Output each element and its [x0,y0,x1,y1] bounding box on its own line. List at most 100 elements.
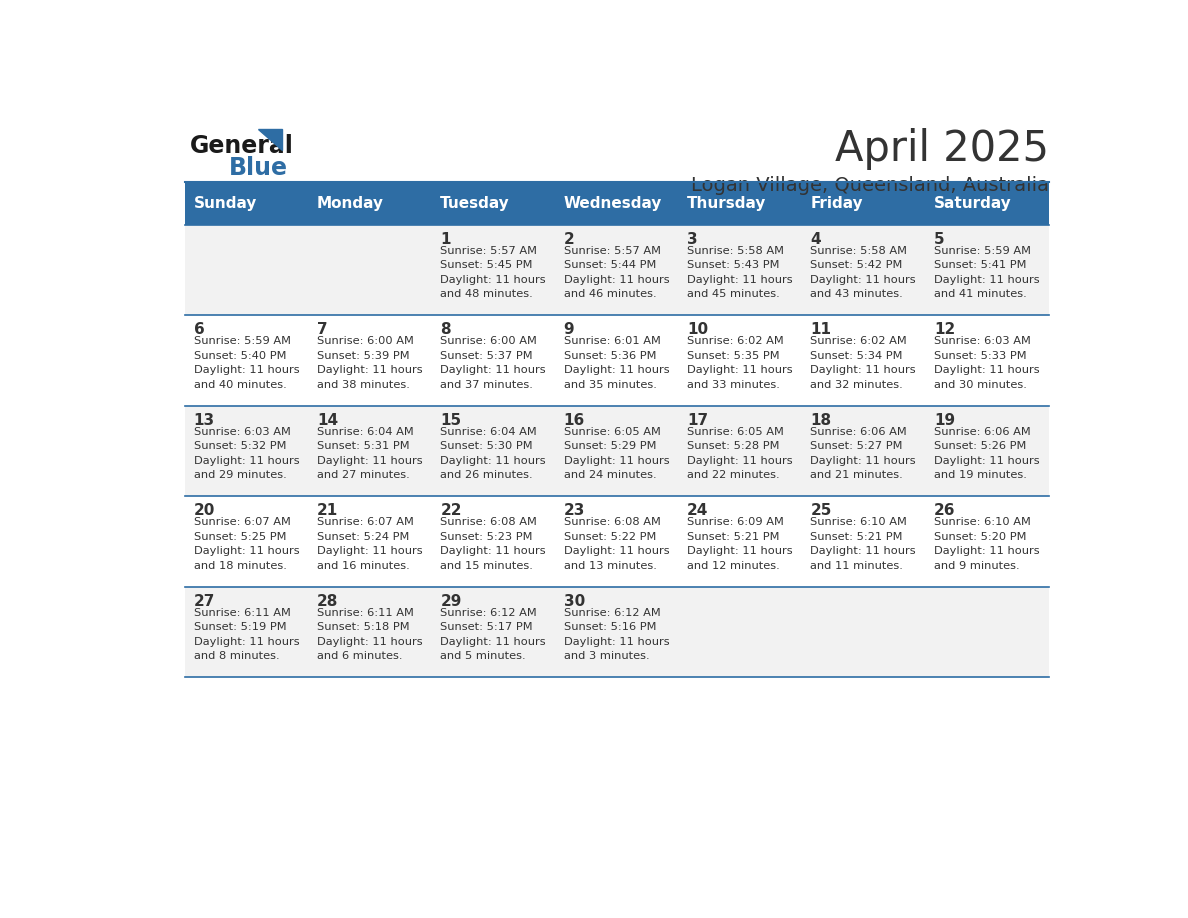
Bar [925,225,1049,315]
Bar [925,406,1049,496]
Bar [432,496,556,587]
Text: 27: 27 [194,594,215,609]
Text: 5: 5 [934,231,944,247]
Bar [802,496,925,587]
Text: 10: 10 [687,322,708,337]
Bar [556,587,678,677]
Text: Sunrise: 6:07 AM
Sunset: 5:24 PM
Daylight: 11 hours
and 16 minutes.: Sunrise: 6:07 AM Sunset: 5:24 PM Dayligh… [317,518,423,570]
Text: Sunrise: 6:10 AM
Sunset: 5:21 PM
Daylight: 11 hours
and 11 minutes.: Sunrise: 6:10 AM Sunset: 5:21 PM Dayligh… [810,518,916,570]
Text: Sunrise: 6:02 AM
Sunset: 5:34 PM
Daylight: 11 hours
and 32 minutes.: Sunrise: 6:02 AM Sunset: 5:34 PM Dayligh… [810,336,916,389]
Bar [802,183,925,225]
Text: April 2025: April 2025 [835,128,1049,170]
Text: 23: 23 [564,503,586,518]
Text: 25: 25 [810,503,832,518]
Bar [802,406,925,496]
Text: Sunrise: 6:06 AM
Sunset: 5:26 PM
Daylight: 11 hours
and 19 minutes.: Sunrise: 6:06 AM Sunset: 5:26 PM Dayligh… [934,427,1040,480]
Text: 16: 16 [564,413,584,428]
Text: Wednesday: Wednesday [564,196,662,211]
Text: 6: 6 [194,322,204,337]
Text: Logan Village, Queensland, Australia: Logan Village, Queensland, Australia [691,176,1049,196]
Bar [432,183,556,225]
Text: Friday: Friday [810,196,864,211]
Text: 14: 14 [317,413,339,428]
Bar [678,225,802,315]
Text: Sunrise: 5:59 AM
Sunset: 5:41 PM
Daylight: 11 hours
and 41 minutes.: Sunrise: 5:59 AM Sunset: 5:41 PM Dayligh… [934,246,1040,299]
Bar [432,315,556,406]
Bar [309,587,432,677]
Text: Sunrise: 6:10 AM
Sunset: 5:20 PM
Daylight: 11 hours
and 9 minutes.: Sunrise: 6:10 AM Sunset: 5:20 PM Dayligh… [934,518,1040,570]
Text: 29: 29 [441,594,462,609]
Bar [678,315,802,406]
Text: Tuesday: Tuesday [441,196,510,211]
Text: Sunrise: 6:00 AM
Sunset: 5:37 PM
Daylight: 11 hours
and 37 minutes.: Sunrise: 6:00 AM Sunset: 5:37 PM Dayligh… [441,336,546,389]
Text: Thursday: Thursday [687,196,766,211]
Text: 21: 21 [317,503,339,518]
Polygon shape [258,129,282,151]
Text: Sunrise: 6:03 AM
Sunset: 5:33 PM
Daylight: 11 hours
and 30 minutes.: Sunrise: 6:03 AM Sunset: 5:33 PM Dayligh… [934,336,1040,389]
Text: 15: 15 [441,413,461,428]
Bar [432,587,556,677]
Text: Sunrise: 6:11 AM
Sunset: 5:19 PM
Daylight: 11 hours
and 8 minutes.: Sunrise: 6:11 AM Sunset: 5:19 PM Dayligh… [194,608,299,661]
Bar [309,406,432,496]
Text: 22: 22 [441,503,462,518]
Text: 12: 12 [934,322,955,337]
Bar [556,183,678,225]
Bar [678,587,802,677]
Bar [185,406,309,496]
Text: Sunrise: 6:09 AM
Sunset: 5:21 PM
Daylight: 11 hours
and 12 minutes.: Sunrise: 6:09 AM Sunset: 5:21 PM Dayligh… [687,518,792,570]
Text: Blue: Blue [228,156,287,180]
Text: 19: 19 [934,413,955,428]
Text: 4: 4 [810,231,821,247]
Text: Sunrise: 5:58 AM
Sunset: 5:43 PM
Daylight: 11 hours
and 45 minutes.: Sunrise: 5:58 AM Sunset: 5:43 PM Dayligh… [687,246,792,299]
Text: Sunrise: 5:59 AM
Sunset: 5:40 PM
Daylight: 11 hours
and 40 minutes.: Sunrise: 5:59 AM Sunset: 5:40 PM Dayligh… [194,336,299,389]
Bar [309,225,432,315]
Bar [185,225,309,315]
Text: Sunrise: 6:06 AM
Sunset: 5:27 PM
Daylight: 11 hours
and 21 minutes.: Sunrise: 6:06 AM Sunset: 5:27 PM Dayligh… [810,427,916,480]
Bar [925,315,1049,406]
Text: 7: 7 [317,322,328,337]
Bar [556,225,678,315]
Text: Sunrise: 6:03 AM
Sunset: 5:32 PM
Daylight: 11 hours
and 29 minutes.: Sunrise: 6:03 AM Sunset: 5:32 PM Dayligh… [194,427,299,480]
Bar [185,496,309,587]
Text: 1: 1 [441,231,451,247]
Text: 18: 18 [810,413,832,428]
Text: Sunrise: 6:04 AM
Sunset: 5:31 PM
Daylight: 11 hours
and 27 minutes.: Sunrise: 6:04 AM Sunset: 5:31 PM Dayligh… [317,427,423,480]
Text: General: General [190,133,293,158]
Text: 13: 13 [194,413,215,428]
Text: Sunrise: 6:05 AM
Sunset: 5:29 PM
Daylight: 11 hours
and 24 minutes.: Sunrise: 6:05 AM Sunset: 5:29 PM Dayligh… [564,427,669,480]
Bar [678,183,802,225]
Text: Sunrise: 6:05 AM
Sunset: 5:28 PM
Daylight: 11 hours
and 22 minutes.: Sunrise: 6:05 AM Sunset: 5:28 PM Dayligh… [687,427,792,480]
Text: Sunrise: 5:58 AM
Sunset: 5:42 PM
Daylight: 11 hours
and 43 minutes.: Sunrise: 5:58 AM Sunset: 5:42 PM Dayligh… [810,246,916,299]
Text: 26: 26 [934,503,955,518]
Text: 8: 8 [441,322,451,337]
Text: Sunday: Sunday [194,196,257,211]
Text: Sunrise: 6:12 AM
Sunset: 5:16 PM
Daylight: 11 hours
and 3 minutes.: Sunrise: 6:12 AM Sunset: 5:16 PM Dayligh… [564,608,669,661]
Text: Sunrise: 6:04 AM
Sunset: 5:30 PM
Daylight: 11 hours
and 26 minutes.: Sunrise: 6:04 AM Sunset: 5:30 PM Dayligh… [441,427,546,480]
Bar [678,496,802,587]
Bar [309,315,432,406]
Bar [925,496,1049,587]
Bar [802,225,925,315]
Text: 11: 11 [810,322,832,337]
Text: Saturday: Saturday [934,196,1012,211]
Text: Sunrise: 6:01 AM
Sunset: 5:36 PM
Daylight: 11 hours
and 35 minutes.: Sunrise: 6:01 AM Sunset: 5:36 PM Dayligh… [564,336,669,389]
Text: Monday: Monday [317,196,384,211]
Bar [309,496,432,587]
Text: Sunrise: 6:08 AM
Sunset: 5:23 PM
Daylight: 11 hours
and 15 minutes.: Sunrise: 6:08 AM Sunset: 5:23 PM Dayligh… [441,518,546,570]
Bar [925,587,1049,677]
Bar [185,315,309,406]
Bar [432,225,556,315]
Text: Sunrise: 5:57 AM
Sunset: 5:45 PM
Daylight: 11 hours
and 48 minutes.: Sunrise: 5:57 AM Sunset: 5:45 PM Dayligh… [441,246,546,299]
Text: Sunrise: 6:00 AM
Sunset: 5:39 PM
Daylight: 11 hours
and 38 minutes.: Sunrise: 6:00 AM Sunset: 5:39 PM Dayligh… [317,336,423,389]
Text: Sunrise: 5:57 AM
Sunset: 5:44 PM
Daylight: 11 hours
and 46 minutes.: Sunrise: 5:57 AM Sunset: 5:44 PM Dayligh… [564,246,669,299]
Bar [185,587,309,677]
Bar [925,183,1049,225]
Bar [802,587,925,677]
Text: 3: 3 [687,231,697,247]
Text: Sunrise: 6:08 AM
Sunset: 5:22 PM
Daylight: 11 hours
and 13 minutes.: Sunrise: 6:08 AM Sunset: 5:22 PM Dayligh… [564,518,669,570]
Bar [185,183,309,225]
Bar [802,315,925,406]
Bar [556,315,678,406]
Text: 17: 17 [687,413,708,428]
Text: Sunrise: 6:02 AM
Sunset: 5:35 PM
Daylight: 11 hours
and 33 minutes.: Sunrise: 6:02 AM Sunset: 5:35 PM Dayligh… [687,336,792,389]
